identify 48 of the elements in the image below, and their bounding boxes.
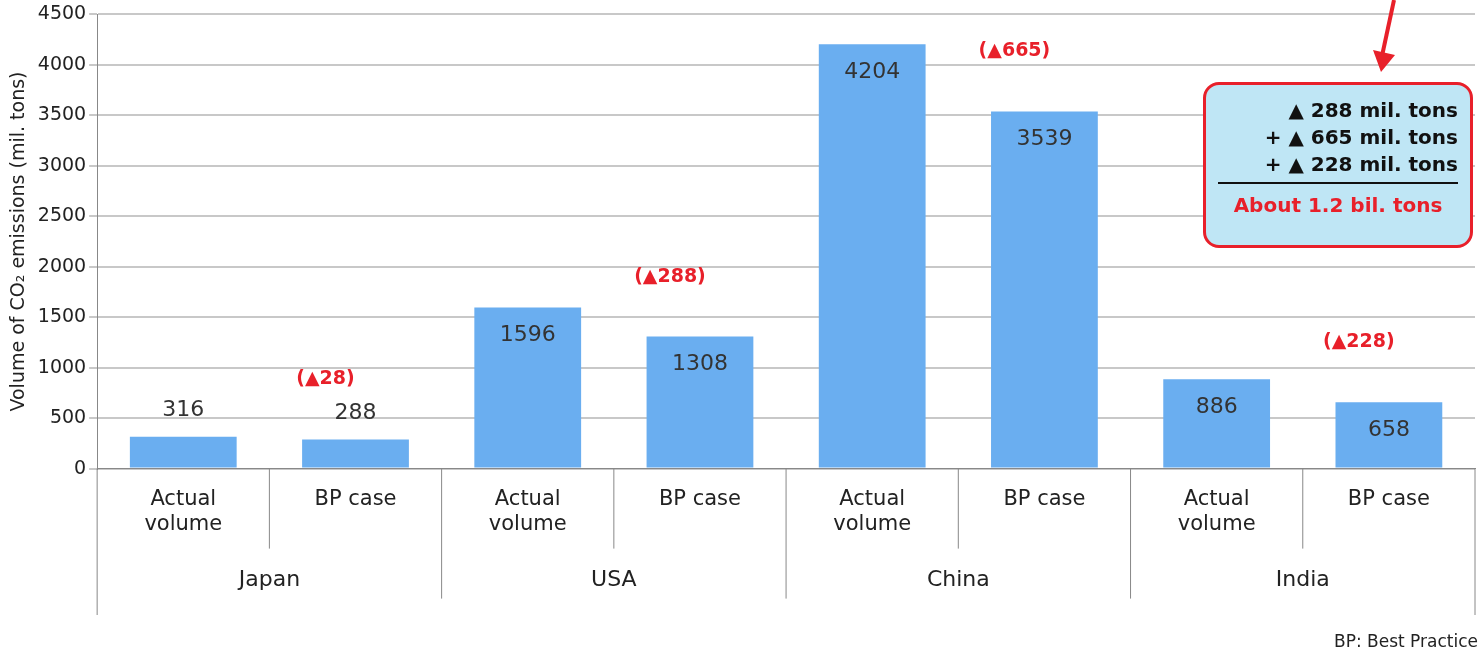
y-tick-label: 500 [49, 405, 87, 428]
bar [129, 436, 237, 468]
x-tick-label: Actual volume [144, 485, 223, 535]
annotation: (▲288) [634, 263, 706, 286]
bar [474, 307, 582, 468]
text: India [1275, 566, 1330, 592]
data-label: 316 [162, 396, 205, 422]
y-tick-label: 1500 [37, 304, 87, 327]
annotation: + ▲ 665 mil. tons [1263, 124, 1458, 151]
y-tick-label: 4000 [37, 51, 87, 74]
text: Japan [236, 566, 301, 592]
y-tick-label: 2000 [37, 253, 87, 276]
y-axis-title: Volume of CO₂ emissions (mil. tons) [6, 71, 29, 412]
y-tick-label: 4500 [37, 1, 87, 24]
data-label: 4204 [844, 58, 901, 83]
data-label: 658 [1367, 415, 1410, 441]
annotation: + ▲ 228 mil. tons [1263, 151, 1458, 178]
annotation: ▲ 288 mil. tons [1287, 97, 1458, 124]
annotation: (▲665) [978, 38, 1051, 61]
y-tick-label: 0 [74, 455, 87, 478]
x-tick-label: Actual volume [833, 485, 912, 535]
y-tick-label: 3500 [37, 102, 87, 125]
bar [991, 111, 1098, 468]
x-tick-label: Actual volume [1177, 485, 1256, 535]
x-tick-label: BP case [1347, 485, 1430, 510]
data-label: 288 [334, 399, 377, 425]
text: BP: Best Practice [1334, 631, 1478, 652]
bar [1335, 402, 1443, 468]
annotation: About 1.2 bil. tons [1232, 192, 1444, 219]
data-label: 1596 [499, 321, 556, 347]
data-label: 1308 [671, 350, 728, 376]
y-tick-label: 2500 [37, 203, 87, 226]
bar [646, 336, 754, 468]
x-tick-label: BP case [1003, 485, 1086, 510]
data-label: 886 [1195, 392, 1238, 418]
y-tick-label: 3000 [37, 152, 87, 175]
text: USA [591, 566, 637, 592]
bar [818, 44, 926, 468]
x-tick-label: BP case [314, 485, 397, 510]
annotation: (▲228) [1323, 329, 1395, 352]
bar [302, 439, 409, 468]
annotation: (▲28) [296, 366, 355, 389]
bar [1163, 379, 1271, 468]
y-tick-label: 1000 [37, 354, 87, 377]
data-label: 3539 [1016, 125, 1073, 151]
x-tick-label: BP case [658, 485, 741, 510]
x-tick-label: Actual volume [488, 485, 567, 535]
text: China [926, 566, 990, 592]
